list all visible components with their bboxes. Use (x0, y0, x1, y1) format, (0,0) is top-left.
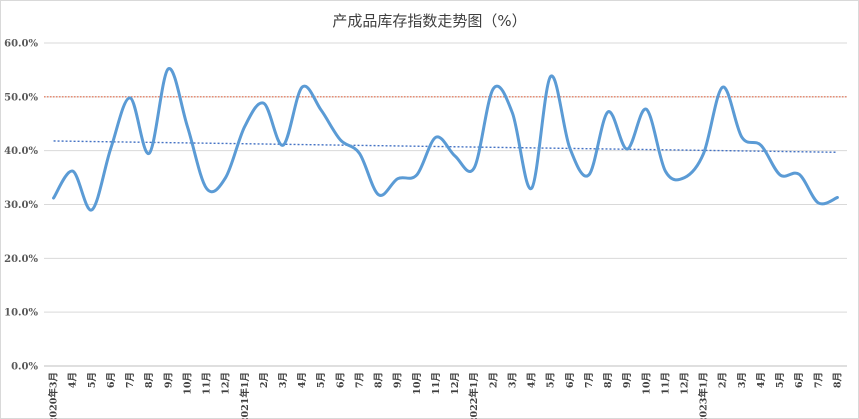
x-tick-label: 5月 (775, 372, 786, 388)
data-point (683, 176, 686, 179)
x-tick-label: 2月 (718, 372, 729, 388)
x-tick-label: 9月 (622, 372, 633, 388)
x-tick-label: 3月 (737, 372, 748, 388)
x-tick-label: 9月 (393, 372, 404, 388)
data-point (243, 125, 246, 128)
data-point (320, 109, 323, 112)
x-tick-label: 2月 (259, 372, 270, 388)
data-point (167, 67, 170, 70)
x-tick-label: 3月 (507, 372, 518, 388)
data-point (587, 173, 590, 176)
x-tick-label: 4月 (527, 372, 538, 388)
x-tick-label: 10月 (641, 372, 652, 395)
x-tick-label: 7月 (584, 372, 595, 388)
x-tick-label: 2022年1月 (468, 372, 480, 419)
x-tick-label: 12月 (450, 372, 461, 395)
data-point (129, 96, 132, 99)
data-point (90, 208, 93, 211)
data-point (702, 152, 705, 155)
x-tick-label: 2月 (488, 372, 499, 388)
data-point (568, 146, 571, 149)
x-tick-label: 5月 (87, 372, 98, 388)
x-tick-label: 12月 (221, 372, 232, 395)
x-tick-label: 3月 (278, 372, 289, 388)
data-point (664, 170, 667, 173)
x-tick-label: 8月 (374, 372, 385, 388)
x-tick-label: 10月 (182, 372, 193, 395)
x-tick-label: 2023年1月 (698, 372, 710, 419)
x-tick-label: 10月 (412, 372, 423, 395)
data-point (339, 138, 342, 141)
data-point (186, 125, 189, 128)
data-point (607, 110, 610, 113)
data-point (511, 111, 514, 114)
x-tick-label: 4月 (297, 372, 308, 388)
x-tick-label: 11月 (431, 372, 442, 395)
data-point (721, 86, 724, 89)
data-point (377, 193, 380, 196)
data-point (798, 173, 801, 176)
x-tick-label: 4月 (756, 372, 767, 388)
data-point (358, 152, 361, 155)
data-point (836, 196, 839, 199)
x-tick-label: 11月 (660, 372, 671, 395)
data-point (549, 75, 552, 78)
data-point (205, 187, 208, 190)
x-tick-label: 8月 (144, 372, 155, 388)
data-point (473, 166, 476, 169)
x-tick-label: 9月 (163, 372, 174, 388)
data-point (817, 201, 820, 204)
x-tick-label: 5月 (316, 372, 327, 388)
x-tick-label: 6月 (335, 372, 346, 388)
y-tick-label: 60.0% (4, 39, 38, 50)
series-line (52, 67, 839, 212)
y-tick-label: 40.0% (4, 146, 38, 157)
data-point (262, 102, 265, 105)
data-point (52, 197, 55, 200)
x-tick-label: 6月 (565, 372, 576, 388)
x-tick-label: 2021年1月 (239, 372, 251, 419)
data-point (396, 177, 399, 180)
x-tick-label: 12月 (679, 372, 690, 395)
data-point (434, 136, 437, 139)
data-point (530, 187, 533, 190)
x-tick-label: 8月 (832, 372, 843, 388)
data-point (281, 144, 284, 147)
x-tick-label: 6月 (794, 372, 805, 388)
x-tick-label: 7月 (813, 372, 824, 388)
x-tick-label: 8月 (603, 372, 614, 388)
x-tick-label: 11月 (202, 372, 213, 395)
data-point (148, 152, 151, 155)
data-point (224, 176, 227, 179)
x-tick-label: 5月 (546, 372, 557, 388)
x-tick-label: 7月 (354, 372, 365, 388)
data-point (71, 170, 74, 173)
x-tick-label: 6月 (106, 372, 117, 388)
data-point (492, 87, 495, 90)
data-point (626, 148, 629, 151)
y-tick-label: 0.0% (11, 362, 38, 373)
chart-title: 产成品库存指数走势图（%） (332, 12, 527, 30)
data-point (415, 173, 418, 176)
y-tick-label: 10.0% (4, 308, 38, 319)
data-point (779, 173, 782, 176)
y-tick-label: 50.0% (4, 92, 38, 103)
data-point (109, 146, 112, 149)
trendline (53, 140, 838, 153)
data-point (301, 86, 304, 89)
y-tick-label: 30.0% (4, 200, 38, 211)
x-tick-label: 4月 (68, 372, 79, 388)
y-tick-label: 20.0% (4, 254, 38, 265)
data-point (454, 155, 457, 158)
x-tick-label: 2020年3月 (48, 372, 60, 419)
data-point (645, 108, 648, 111)
data-point (740, 136, 743, 139)
data-point (759, 144, 762, 147)
x-tick-label: 7月 (125, 372, 136, 388)
